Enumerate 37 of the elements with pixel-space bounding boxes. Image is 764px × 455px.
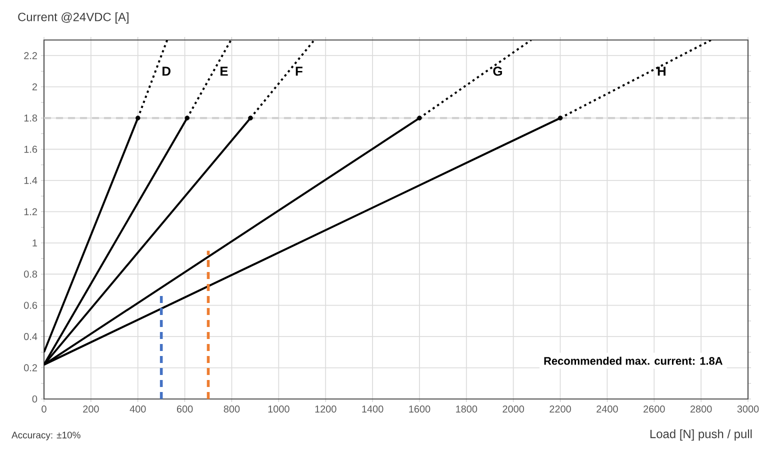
series-label: H	[658, 66, 666, 76]
y-tick-label: 1.2	[24, 208, 37, 216]
y-tick-label: 2.2	[24, 52, 37, 60]
x-tick-label: 2000	[502, 406, 524, 413]
x-tick-label: 600	[176, 406, 193, 413]
x-tick-label: 2600	[644, 406, 665, 413]
y-tick-label: 1	[32, 239, 37, 246]
x-tick-label: 400	[130, 406, 146, 413]
x-tick-label: 3000	[737, 406, 759, 413]
y-tick-label: 1.8	[24, 114, 38, 122]
x-tick-label: 1600	[409, 406, 430, 413]
x-tick-label: 800	[224, 406, 240, 413]
y-tick-label: 0.8	[24, 270, 38, 278]
x-axis-title: Load [N] push / pull	[650, 429, 752, 441]
x-tick-label: 0	[42, 406, 46, 413]
series-label: G	[493, 66, 502, 76]
x-tick-label: 200	[83, 406, 99, 413]
y-tick-label: 0.2	[24, 364, 37, 372]
y-tick-label: 0.4	[24, 333, 38, 340]
y-tick-label: 1.6	[24, 146, 38, 153]
annotation: Recommended max. current: 1.8A	[544, 356, 722, 365]
series-label: D	[162, 66, 170, 76]
series-label: F	[296, 66, 302, 76]
y-tick-label: 0.6	[24, 302, 38, 309]
y-tick-label: 0	[32, 395, 38, 403]
x-tick-label: 2800	[690, 406, 712, 413]
series-label: E	[220, 66, 228, 76]
x-tick-label: 1200	[315, 406, 336, 413]
x-tick-label: 2200	[550, 406, 571, 413]
y-tick-label: 2	[32, 83, 37, 90]
x-tick-label: 2400	[596, 406, 618, 413]
text: Accuracy: ±10%	[12, 432, 80, 440]
y-tick-label: 1.4	[24, 177, 38, 184]
x-tick-label: 1400	[362, 406, 384, 413]
x-tick-label: 1000	[268, 406, 290, 413]
x-tick-label: 1800	[456, 406, 478, 413]
y-axis-title: Current @24VDC [A]	[18, 12, 128, 24]
